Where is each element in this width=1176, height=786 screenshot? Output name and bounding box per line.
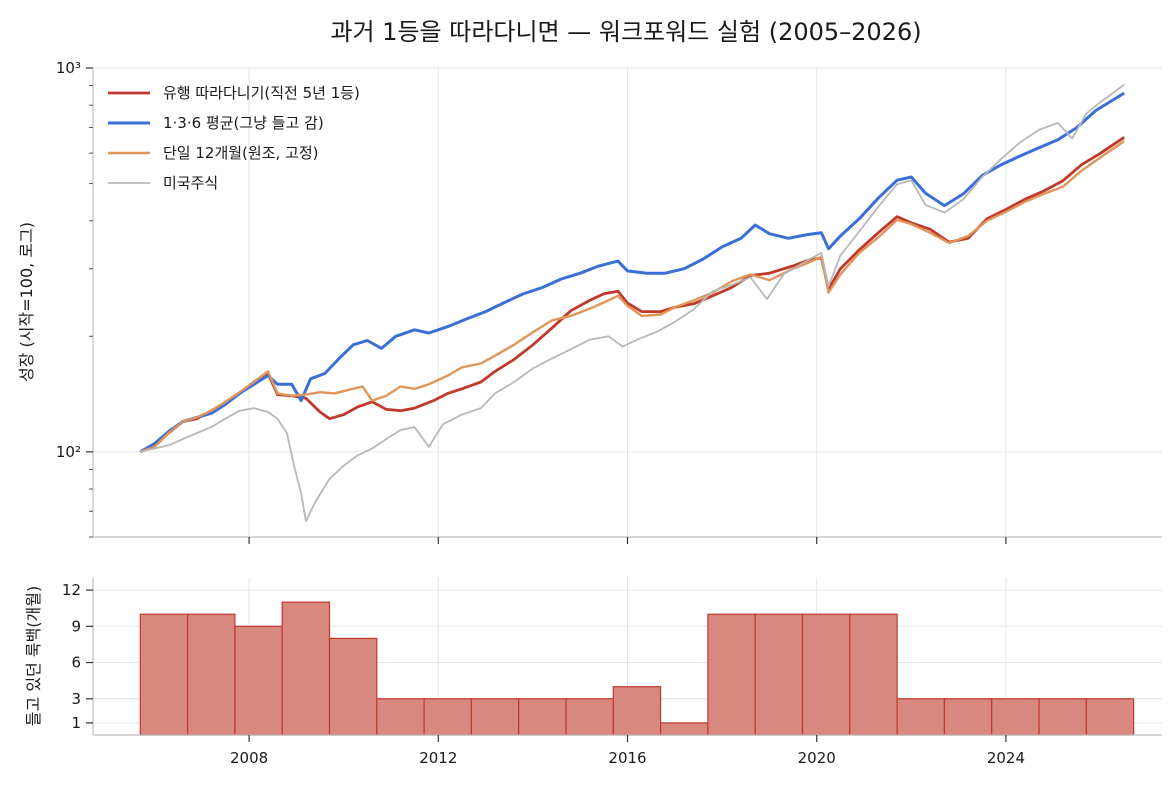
lookback-y-tick-label: 6 (71, 654, 81, 672)
lookback-x-tick-label: 2020 (798, 749, 836, 767)
series-line-4 (140, 83, 1125, 522)
lookback-bar-19 (991, 698, 1040, 736)
legend: 유행 따라다니기(직전 5년 1등) 1·3·6 평균(그냥 들고 감) 단일 12… (108, 84, 360, 192)
lookback-bar-17 (896, 698, 946, 736)
lookback-bar-14 (754, 613, 804, 736)
lookback-bar-20 (1038, 698, 1087, 736)
lookback-bar-8 (470, 698, 520, 736)
lookback-bar-18 (943, 698, 993, 736)
legend-label-1: 유행 따라다니기(직전 5년 1등) (163, 84, 360, 102)
lookback-bar-4 (281, 601, 331, 736)
lookback-x-tick-label: 2012 (419, 749, 457, 767)
lookback-y-tick-label: 12 (62, 581, 81, 599)
lookback-x-tick-label: 2008 (230, 749, 268, 767)
lookback-bar-11 (612, 686, 662, 736)
legend-label-4: 미국주식 (163, 174, 218, 192)
lookback-bar-15 (801, 613, 851, 736)
lookback-bar-5 (328, 637, 378, 736)
legend-label-2: 1·3·6 평균(그냥 들고 감) (163, 114, 324, 132)
lookback-y-tick-label: 3 (71, 690, 81, 708)
growth-panel: 10² 10³ 성장 (시작=100, 로그) 유행 따라다니기(직전 5년 1등… (17, 59, 1162, 544)
series-line-2 (139, 91, 1125, 454)
lookback-bar-21 (1085, 698, 1135, 736)
lookback-bar-10 (565, 698, 614, 736)
lookback-bar-1 (139, 613, 189, 736)
lookback-bar-6 (376, 698, 425, 736)
lookback-y-axis-label: 들고 있던 룩백(개월) (24, 586, 43, 726)
lookback-bar-3 (234, 625, 283, 736)
lookback-bar-12 (660, 722, 709, 736)
lookback-bar-13 (707, 613, 756, 736)
lookback-x-tick-label: 2016 (608, 749, 646, 767)
lookback-bar-9 (518, 698, 567, 736)
lookback-x-tick-label: 2024 (987, 749, 1025, 767)
lookback-bar-7 (423, 698, 473, 736)
lookback-bar-16 (849, 613, 898, 736)
growth-y-tick-label: 10³ (56, 59, 81, 77)
lookback-bar-2 (187, 613, 236, 736)
lookback-y-tick-label: 9 (71, 617, 81, 635)
growth-y-tick-label: 10² (56, 443, 81, 461)
lookback-y-tick-label: 1 (71, 714, 81, 732)
lookback-panel: 1 3 6 9 12 2008 2012 2016 2020 2024 들고 있던 룩백(개월) (24, 578, 1162, 767)
chart-title: 과거 1등을 따라다니면 — 워크포워드 실험 (2005–2026) (330, 18, 921, 46)
growth-y-axis-label: 성장 (시작=100, 로그) (17, 222, 36, 382)
series-line-3 (139, 140, 1125, 453)
legend-label-3: 단일 12개월(원조, 고정) (163, 144, 319, 162)
